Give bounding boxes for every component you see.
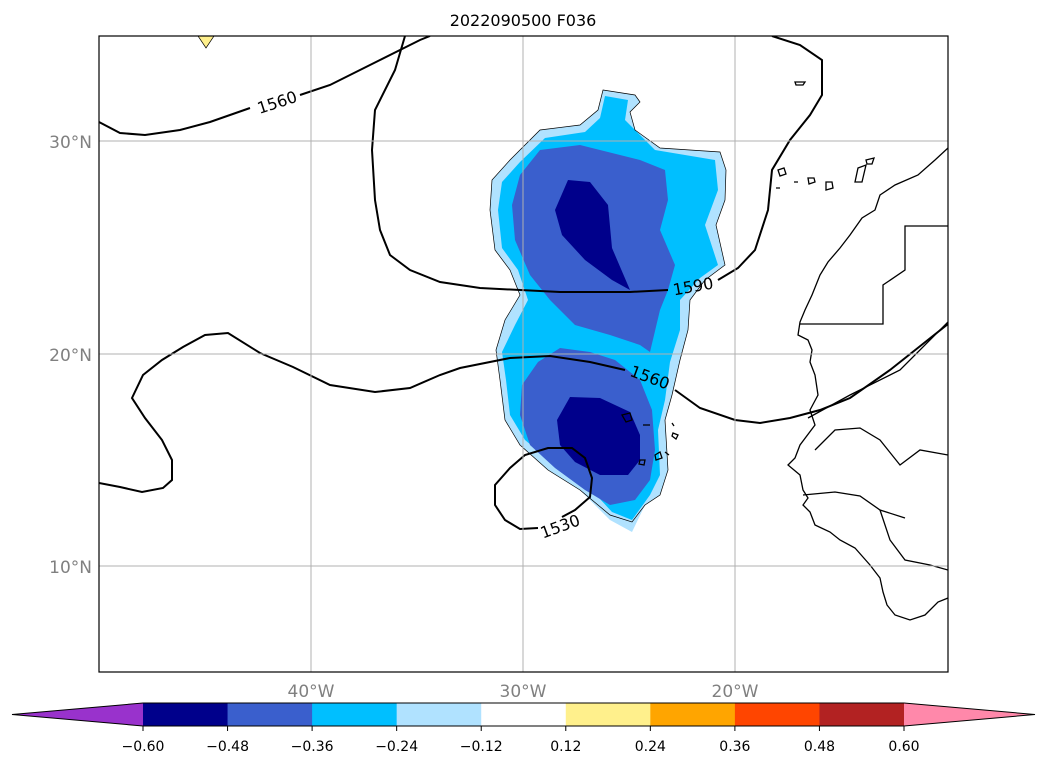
lat-label-30n: 30°N	[49, 133, 92, 153]
colorbar-tick-label: −0.60	[122, 739, 165, 755]
contour-label-1530: 1530	[538, 511, 583, 543]
colorbar-segment	[227, 703, 313, 726]
field-band-dark-blue	[555, 180, 630, 290]
colorbar-segment	[734, 703, 820, 726]
border-1	[800, 225, 948, 325]
cape-verde-islands	[621, 412, 679, 466]
border-3	[814, 427, 948, 466]
border-5	[879, 509, 948, 571]
lat-label-20n: 20°N	[49, 346, 92, 366]
colorbar-segment	[312, 703, 398, 726]
colorbar-tick-label: 0.36	[719, 739, 750, 755]
colorbar-segment	[565, 703, 651, 726]
colorbar-segment	[396, 703, 482, 726]
height-contours	[99, 36, 948, 531]
border-2	[807, 321, 948, 419]
lat-label-10n: 10°N	[49, 558, 92, 578]
gridlines	[99, 36, 948, 672]
shaded-field	[197, 36, 727, 532]
colorbar-tick-label: 0.24	[635, 739, 666, 755]
colorbar-segment	[819, 703, 905, 726]
colorbar-extend-high	[904, 703, 1035, 726]
colorbar-tick-label: −0.36	[291, 739, 334, 755]
colorbar-extend-low	[12, 703, 143, 726]
contour-label-1560-north: 1560	[255, 87, 300, 118]
colorbar-tick-label: 0.12	[550, 739, 581, 755]
lon-label-40w: 40°W	[288, 682, 335, 702]
contour-1590	[370, 36, 823, 293]
contour-1530	[494, 447, 594, 531]
colorbar-segment	[143, 703, 229, 726]
colorbar-tick-label: −0.48	[206, 739, 249, 755]
madeira-island	[794, 81, 807, 86]
plot-title: 2022090500 F036	[450, 11, 597, 30]
field-thin-outline	[489, 89, 727, 523]
lon-label-30w: 30°W	[500, 682, 547, 702]
colorbar-segment	[650, 703, 736, 726]
colorbar-tick-label: −0.12	[460, 739, 503, 755]
colorbar-tick-label: 0.48	[804, 739, 835, 755]
map-area: 1560 1590 1560 1530	[99, 36, 948, 672]
colorbar-tick-label: −0.24	[375, 739, 418, 755]
field-band-dark-blue-south	[557, 397, 640, 475]
field-yellow-spot	[197, 36, 215, 49]
colorbar-segment	[481, 703, 567, 726]
canary-islands	[776, 157, 875, 191]
border-4	[802, 491, 906, 519]
colorbar: −0.60 −0.48 −0.36 −0.24 −0.12 0.12 0.24 0.36 0.4…	[11, 702, 1036, 755]
coastline-africa	[787, 147, 948, 621]
colorbar-tick-label: 0.60	[888, 739, 919, 755]
contour-1560-south	[99, 323, 948, 494]
contour-1560-north	[99, 36, 431, 137]
map-frame	[98, 35, 949, 673]
lon-label-20w: 20°W	[712, 682, 759, 702]
